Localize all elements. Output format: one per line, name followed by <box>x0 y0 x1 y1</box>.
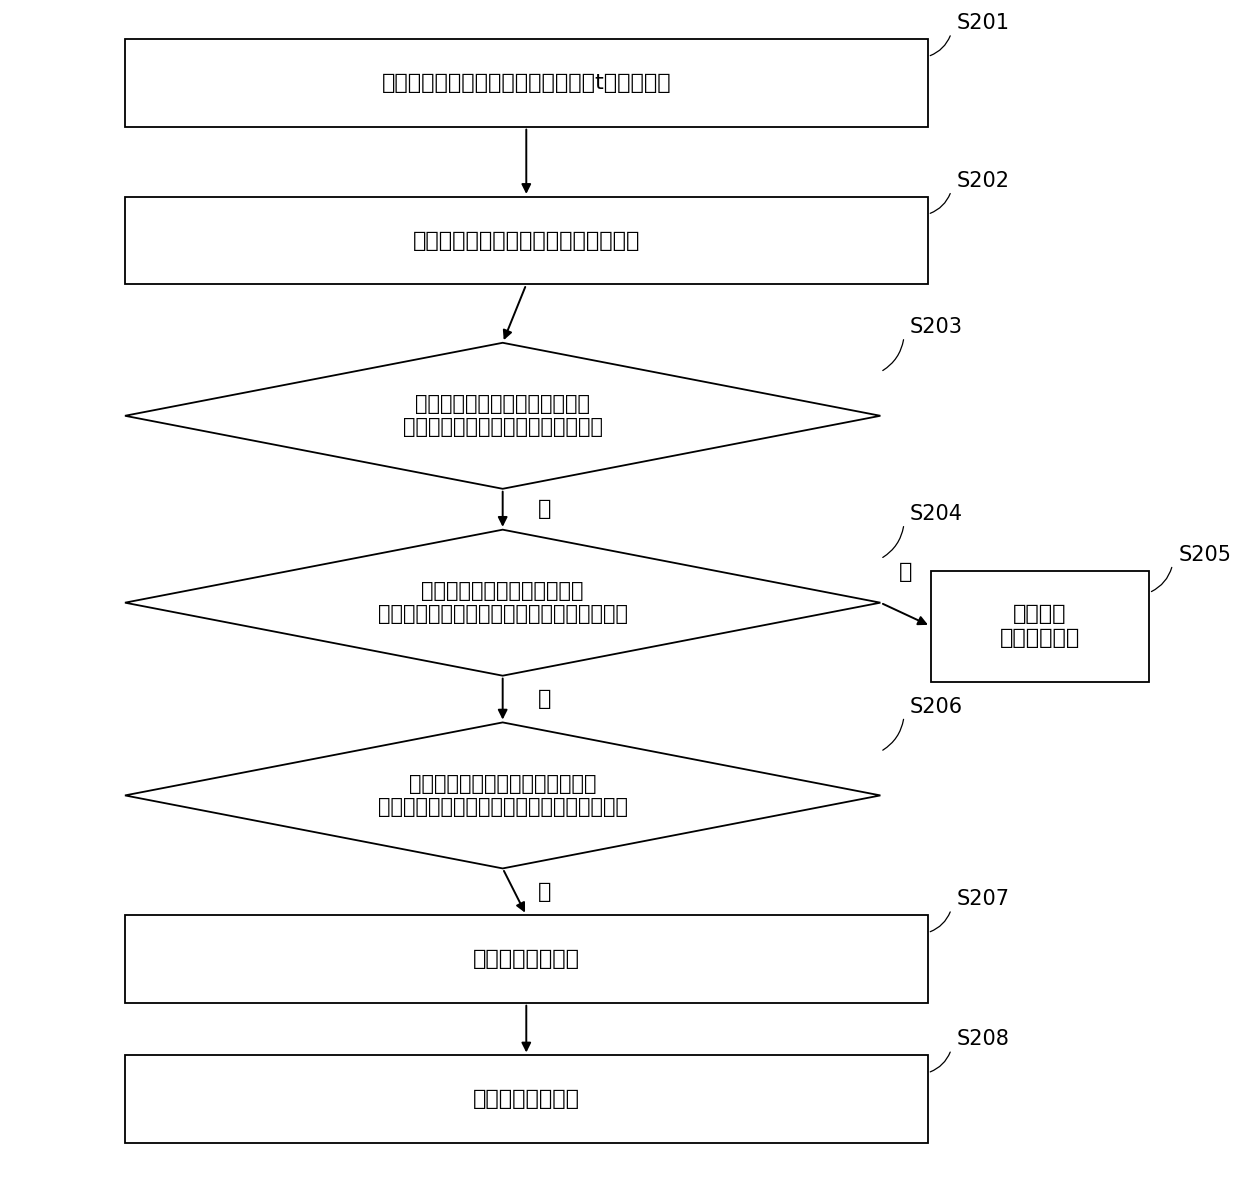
Text: S203: S203 <box>910 317 963 337</box>
Bar <box>125 196 928 285</box>
Text: S201: S201 <box>957 13 1011 33</box>
Text: S206: S206 <box>910 696 963 716</box>
Text: 在并网前对逆变电路开关施加时间为t的脉冲信号: 在并网前对逆变电路开关施加时间为t的脉冲信号 <box>382 73 671 93</box>
Text: 滤波电感出现异常: 滤波电感出现异常 <box>472 949 580 969</box>
Text: S208: S208 <box>957 1030 1009 1050</box>
Text: 判断采集到的所述滤波电感的最大
电流与最小电流的差值是否大于第二预设阈值: 判断采集到的所述滤波电感的最大 电流与最小电流的差值是否大于第二预设阈值 <box>378 774 627 817</box>
Text: 是: 是 <box>538 882 552 902</box>
Bar <box>125 39 928 126</box>
Bar <box>125 1056 928 1143</box>
Text: 否: 否 <box>538 689 552 709</box>
Polygon shape <box>125 530 880 676</box>
Bar <box>930 571 1149 682</box>
Text: S202: S202 <box>957 171 1011 191</box>
Text: 是: 是 <box>899 561 913 582</box>
Text: 生成故障提示信息: 生成故障提示信息 <box>472 1089 580 1109</box>
Polygon shape <box>125 722 880 869</box>
Text: 实时对滤波电感的电流进行高频率采样: 实时对滤波电感的电流进行高频率采样 <box>413 230 640 251</box>
Bar <box>125 915 928 1002</box>
Text: S205: S205 <box>1178 545 1231 565</box>
Text: S204: S204 <box>910 504 963 524</box>
Text: 判断采集到的波电感的最大电流
与最小电流的差值是否满足预设条件: 判断采集到的波电感的最大电流 与最小电流的差值是否满足预设条件 <box>403 394 603 437</box>
Text: 是: 是 <box>538 499 552 519</box>
Text: 判断采集到的滤波电感的最大
电流与最小电流的差值是否小于第一预设阈值: 判断采集到的滤波电感的最大 电流与最小电流的差值是否小于第一预设阈值 <box>378 582 627 624</box>
Polygon shape <box>125 343 880 489</box>
Text: 滤波电感
处于正常状态: 滤波电感 处于正常状态 <box>999 604 1080 648</box>
Text: S207: S207 <box>957 889 1011 909</box>
